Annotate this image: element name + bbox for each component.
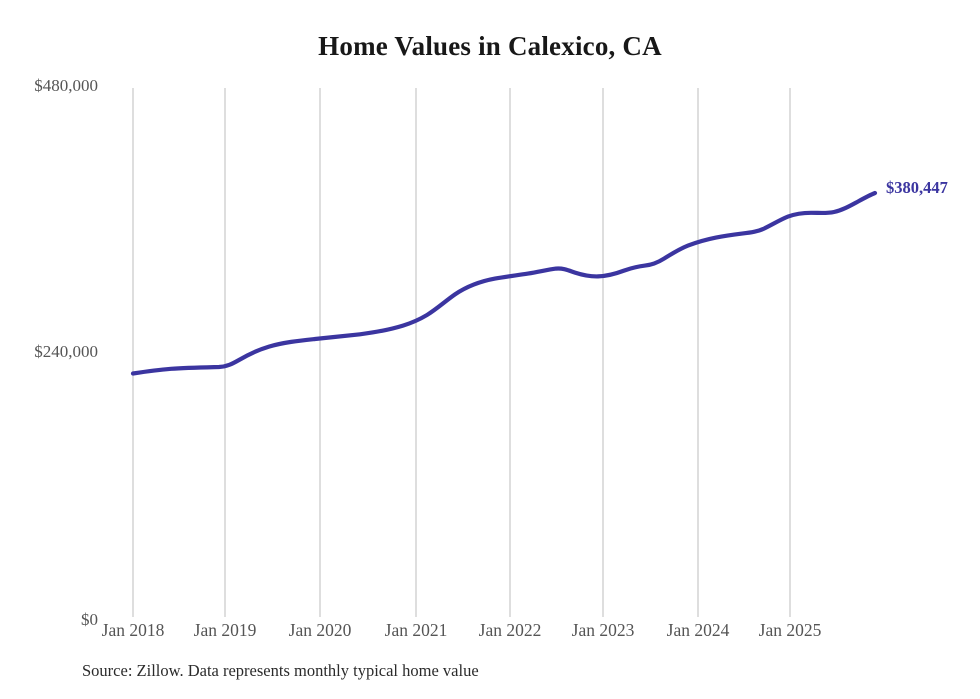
chart-title: Home Values in Calexico, CA <box>318 31 662 61</box>
x-axis-tick-jan-2023: Jan 2023 <box>571 620 635 640</box>
x-axis-tick-jan-2025: Jan 2025 <box>758 620 822 640</box>
y-axis-tick-480000: $480,000 <box>34 76 98 95</box>
x-axis-tick-jan-2020: Jan 2020 <box>288 620 352 640</box>
x-axis-tick-jan-2018: Jan 2018 <box>101 620 165 640</box>
x-axis-tick-jan-2022: Jan 2022 <box>478 620 542 640</box>
x-axis-tick-jan-2021: Jan 2021 <box>384 620 448 640</box>
y-axis-tick-0: $0 <box>81 610 98 629</box>
gridlines <box>132 88 791 617</box>
home-value-line <box>130 190 878 376</box>
x-axis-tick-jan-2024: Jan 2024 <box>666 620 730 640</box>
endpoint-value-label: $380,447 <box>886 178 948 197</box>
y-axis-tick-240000: $240,000 <box>34 342 98 361</box>
source-note: Source: Zillow. Data represents monthly … <box>82 661 479 680</box>
x-axis-tick-jan-2019: Jan 2019 <box>193 620 257 640</box>
